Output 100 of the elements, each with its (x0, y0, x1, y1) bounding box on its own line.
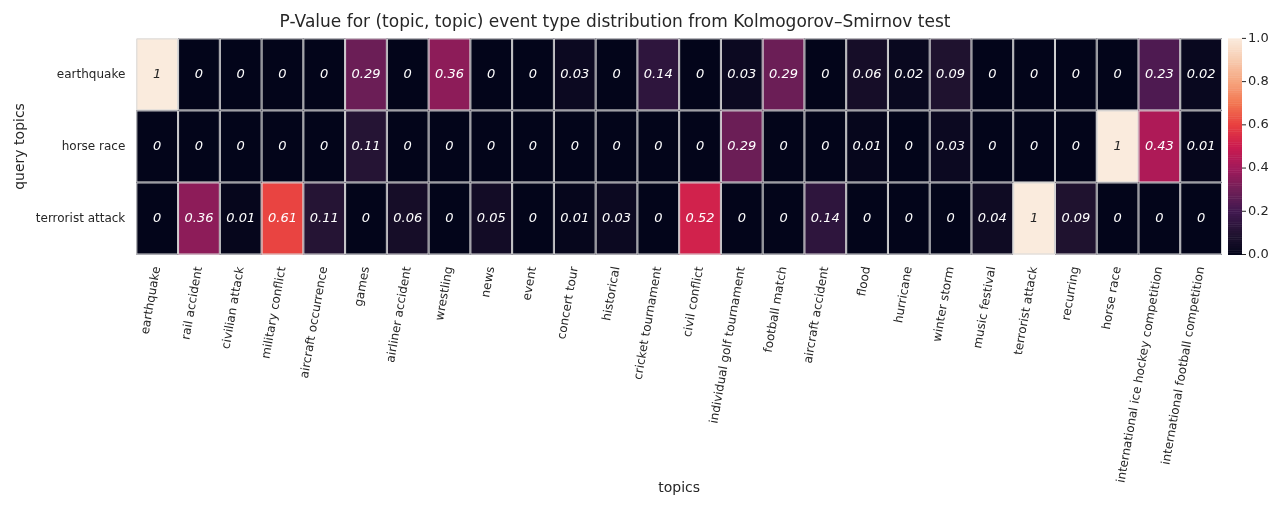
data-label: 0.52 (685, 209, 715, 225)
data-label: 0.01 (226, 209, 256, 225)
x-tick-label: winter storm (929, 265, 957, 343)
data-label: 0 (528, 65, 538, 81)
data-label: 0 (612, 137, 621, 153)
x-tick-label: football match (760, 265, 790, 354)
data-label: 0.03 (727, 65, 757, 81)
x-tick-label: music festival (970, 265, 999, 350)
data-label: 1 (153, 65, 162, 81)
data-label: 0.61 (268, 209, 297, 225)
data-label: 0 (403, 137, 412, 153)
data-label: 0 (988, 137, 997, 153)
data-label: 0 (654, 137, 663, 153)
data-label: 0.06 (393, 209, 423, 225)
data-label: 0 (1113, 65, 1122, 81)
x-tick-label: horse race (1098, 265, 1124, 331)
data-label: 0.11 (351, 137, 381, 153)
data-label: 0.14 (643, 65, 673, 81)
data-label: 0 (862, 209, 872, 225)
data-label: 0 (1071, 137, 1080, 153)
data-label: 0 (1155, 209, 1164, 225)
data-label: 0 (153, 137, 162, 153)
data-label: 0.23 (1144, 65, 1174, 81)
x-tick-label: cricket tournament (630, 265, 665, 381)
x-tick-label: concert tour (554, 265, 581, 341)
data-label: 0 (278, 137, 287, 153)
color-bar-label: 0.2 (1248, 202, 1269, 218)
y-tick-label: earthquake (56, 66, 126, 81)
x-tick-label: aircraft occurrence (296, 265, 331, 380)
data-label: 0 (779, 137, 788, 153)
data-label: 0.06 (852, 65, 882, 81)
x-tick-label: civilian attack (218, 265, 247, 351)
x-tick-label: hurricane (891, 265, 915, 325)
color-bar-label: 1.0 (1248, 29, 1269, 45)
data-label: 0.01 (852, 137, 882, 153)
data-label: 0.11 (309, 209, 339, 225)
data-label: 0 (695, 137, 705, 153)
data-label: 0.03 (602, 209, 631, 225)
data-label: 0.05 (476, 209, 506, 225)
data-label: 0 (1071, 65, 1080, 81)
x-tick-label: aircraft accident (800, 265, 832, 365)
data-label: 0.09 (936, 65, 966, 81)
x-tick-label: rail accident (178, 265, 206, 341)
data-label: 0 (320, 137, 329, 153)
x-tick-label: games (351, 265, 373, 308)
data-label: 0 (236, 137, 245, 153)
data-label: 0 (487, 137, 496, 153)
data-label: 0.43 (1144, 137, 1174, 153)
data-label: 0 (1029, 137, 1039, 153)
data-label: 0 (904, 209, 913, 225)
data-label: 0 (487, 65, 496, 81)
color-bar-label: 0.6 (1248, 116, 1269, 132)
data-label: 0.29 (727, 137, 757, 153)
x-tick-label: recurring (1058, 265, 1082, 322)
data-label: 0 (528, 137, 538, 153)
data-label: 0 (278, 65, 287, 81)
data-label: 0.04 (977, 209, 1007, 225)
data-label: 0 (153, 209, 162, 225)
data-label: 0 (445, 209, 454, 225)
x-tick-label: terrorist attack (1010, 265, 1041, 356)
data-label: 0.36 (435, 65, 464, 81)
color-bar-label: 0.0 (1248, 245, 1269, 261)
data-label: 0.02 (1186, 65, 1216, 81)
data-label: 0 (821, 65, 830, 81)
data-label: 0 (904, 137, 913, 153)
data-label: 0 (194, 65, 204, 81)
data-label: 0 (1196, 209, 1206, 225)
data-label: 1 (1113, 137, 1122, 153)
y-axis-title: query topics (11, 103, 28, 190)
data-label: 0.14 (810, 209, 840, 225)
data-label: 0 (612, 65, 621, 81)
y-tick-label: horse race (61, 138, 126, 153)
x-tick-label: news (478, 265, 498, 299)
color-bar-label: 0.4 (1248, 159, 1269, 175)
data-label: 0.29 (769, 65, 799, 81)
data-label: 0 (654, 209, 663, 225)
x-tick-label: airliner accident (383, 265, 414, 364)
data-label: 0 (1029, 65, 1039, 81)
data-label: 0.03 (560, 65, 590, 81)
data-label: 0 (1113, 209, 1122, 225)
x-axis-title: topics (658, 479, 701, 496)
data-label: 0 (779, 209, 788, 225)
data-label: 0 (988, 65, 997, 81)
x-tick-label: military conflict (258, 265, 289, 360)
data-label: 0 (194, 137, 204, 153)
data-label: 0 (320, 65, 329, 81)
x-tick-label: event (519, 265, 540, 302)
x-tick-label: civil conflict (679, 265, 707, 338)
color-bar-label: 0.8 (1248, 73, 1269, 88)
data-label: 0 (737, 209, 746, 225)
data-label: 0.36 (184, 209, 214, 225)
data-label: 0 (445, 137, 454, 153)
data-label: 0.01 (560, 209, 590, 225)
data-label: 0 (528, 209, 538, 225)
x-tick-label: historical (599, 265, 623, 322)
data-label: 0.29 (351, 65, 381, 81)
x-tick-label: wrestling (432, 265, 456, 322)
data-label: 0.03 (936, 137, 966, 153)
data-label: 0 (403, 65, 412, 81)
data-label: 0.02 (894, 65, 924, 81)
